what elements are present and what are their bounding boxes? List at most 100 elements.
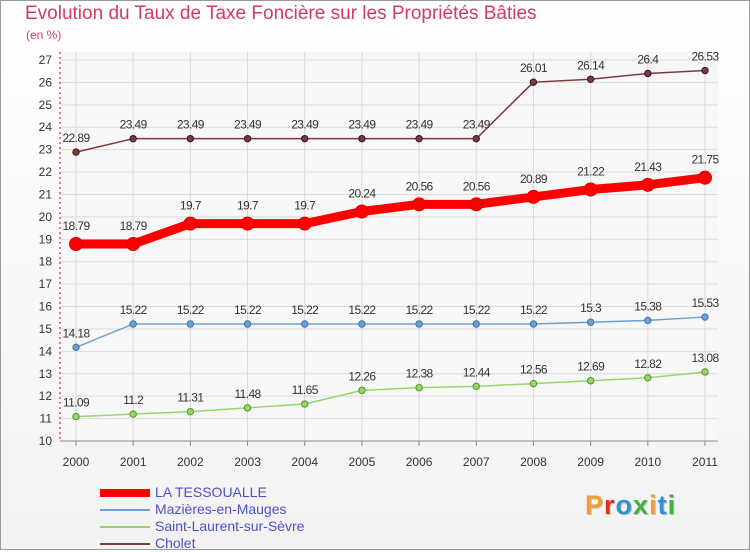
- data-point-la-tessoualle: [183, 216, 198, 231]
- x-tick-label: 2005: [349, 455, 376, 469]
- y-tick-label: 22: [39, 165, 53, 179]
- y-tick-label: 27: [39, 53, 53, 67]
- series-line-mazieres-en-mauges: [75, 316, 706, 349]
- data-point-saint-laurent-sur-sevre: [243, 404, 252, 412]
- data-label-mazieres-en-mauges: 15.22: [177, 303, 205, 317]
- data-point-la-tessoualle: [69, 237, 83, 252]
- data-point-mazieres-en-mauges: [72, 343, 80, 352]
- chart-title: Evolution du Taux de Taxe Foncière sur l…: [25, 3, 537, 24]
- data-point-saint-laurent-sur-sevre: [72, 412, 80, 421]
- data-label-la-tessoualle: 21.75: [691, 153, 719, 167]
- data-label-la-tessoualle: 21.43: [634, 160, 662, 174]
- data-point-cholet: [472, 134, 480, 143]
- data-point-la-tessoualle: [469, 197, 484, 212]
- legend-label: Mazières-en-Mauges: [155, 501, 287, 517]
- data-point-cholet: [243, 134, 252, 143]
- data-point-mazieres-en-mauges: [358, 320, 366, 328]
- data-label-saint-laurent-sur-sevre: 11.65: [292, 383, 319, 397]
- data-label-saint-laurent-sur-sevre: 12.26: [348, 369, 376, 383]
- y-tick-label: 17: [39, 277, 53, 291]
- data-point-cholet: [644, 69, 652, 78]
- data-label-cholet: 23.49: [291, 118, 319, 132]
- x-tick-label: 2000: [63, 455, 90, 469]
- data-label-cholet: 22.89: [62, 131, 90, 145]
- data-point-saint-laurent-sur-sevre: [644, 374, 652, 382]
- data-label-la-tessoualle: 20.89: [520, 172, 548, 186]
- data-point-saint-laurent-sur-sevre: [586, 377, 595, 385]
- data-label-mazieres-en-mauges: 15.22: [348, 303, 376, 317]
- data-label-saint-laurent-sur-sevre: 12.69: [577, 360, 605, 374]
- y-tick-label: 23: [39, 143, 53, 157]
- data-label-cholet: 26.4: [637, 52, 659, 66]
- data-point-la-tessoualle: [412, 197, 427, 212]
- data-label-mazieres-en-mauges: 15.22: [234, 303, 262, 317]
- y-tick-label: 20: [39, 210, 53, 224]
- plot-area: [60, 52, 718, 441]
- data-point-la-tessoualle: [354, 204, 369, 219]
- x-tick-label: 2009: [577, 455, 604, 469]
- data-label-mazieres-en-mauges: 15.22: [520, 303, 548, 317]
- data-label-mazieres-en-mauges: 15.38: [634, 299, 662, 313]
- data-label-mazieres-en-mauges: 15.3: [580, 301, 602, 315]
- y-tick-label: 16: [39, 300, 53, 314]
- data-label-cholet: 23.49: [463, 118, 491, 132]
- data-point-mazieres-en-mauges: [529, 320, 538, 328]
- data-label-mazieres-en-mauges: 15.22: [463, 303, 491, 317]
- data-label-cholet: 26.53: [691, 50, 719, 64]
- proxiti-logo: Proxiti: [585, 490, 677, 520]
- data-label-la-tessoualle: 21.22: [577, 165, 605, 179]
- y-tick-label: 10: [39, 434, 53, 448]
- y-tick-label: 14: [39, 344, 53, 358]
- legend-swatch: [100, 489, 150, 497]
- data-point-saint-laurent-sur-sevre: [529, 379, 538, 388]
- data-point-cholet: [186, 134, 195, 143]
- data-label-la-tessoualle: 18.79: [120, 219, 148, 233]
- data-point-saint-laurent-sur-sevre: [472, 382, 480, 391]
- data-point-mazieres-en-mauges: [129, 320, 137, 328]
- data-label-la-tessoualle: 20.24: [348, 187, 376, 201]
- data-label-mazieres-en-mauges: 15.22: [406, 303, 434, 317]
- data-point-saint-laurent-sur-sevre: [358, 386, 366, 395]
- data-label-saint-laurent-sur-sevre: 12.82: [634, 357, 662, 371]
- data-point-saint-laurent-sur-sevre: [301, 400, 309, 408]
- data-label-mazieres-en-mauges: 15.22: [120, 303, 148, 317]
- data-point-saint-laurent-sur-sevre: [129, 410, 137, 418]
- data-point-mazieres-en-mauges: [243, 320, 252, 328]
- series-line-saint-laurent-sur-sevre: [75, 371, 706, 418]
- data-point-cholet: [72, 148, 80, 156]
- data-point-mazieres-en-mauges: [701, 313, 709, 321]
- data-label-saint-laurent-sur-sevre: 12.56: [520, 363, 548, 377]
- data-label-cholet: 23.49: [120, 118, 148, 132]
- data-point-la-tessoualle: [640, 177, 655, 192]
- data-point-mazieres-en-mauges: [586, 318, 595, 326]
- legend-label: Cholet: [155, 535, 196, 551]
- x-tick-label: 2008: [520, 455, 547, 469]
- data-point-la-tessoualle: [126, 237, 141, 252]
- y-tick-label: 19: [39, 232, 53, 246]
- data-label-mazieres-en-mauges: 15.53: [691, 296, 719, 310]
- y-tick-label: 18: [39, 255, 53, 269]
- legend-swatch: [100, 509, 150, 511]
- data-point-la-tessoualle: [583, 182, 598, 197]
- x-tick-label: 2003: [234, 455, 261, 469]
- data-point-mazieres-en-mauges: [472, 320, 480, 328]
- data-point-cholet: [358, 134, 366, 143]
- y-tick-label: 12: [39, 389, 53, 403]
- y-tick-label: 15: [39, 322, 53, 336]
- data-point-la-tessoualle: [297, 216, 312, 231]
- legend-swatch: [100, 543, 150, 545]
- data-point-cholet: [529, 78, 538, 86]
- data-label-la-tessoualle: 20.56: [463, 179, 491, 193]
- y-tick-label: 13: [39, 367, 53, 381]
- y-tick-label: 11: [40, 412, 53, 426]
- data-label-saint-laurent-sur-sevre: 11.09: [63, 396, 90, 410]
- data-label-cholet: 23.49: [406, 118, 434, 132]
- x-tick-label: 2011: [692, 455, 718, 469]
- x-tick-label: 2004: [291, 455, 318, 469]
- data-label-la-tessoualle: 19.7: [237, 199, 259, 213]
- data-point-la-tessoualle: [698, 170, 712, 185]
- data-point-mazieres-en-mauges: [186, 320, 195, 328]
- data-label-saint-laurent-sur-sevre: 12.44: [463, 365, 491, 379]
- legend-label: Saint-Laurent-sur-Sèvre: [155, 518, 305, 534]
